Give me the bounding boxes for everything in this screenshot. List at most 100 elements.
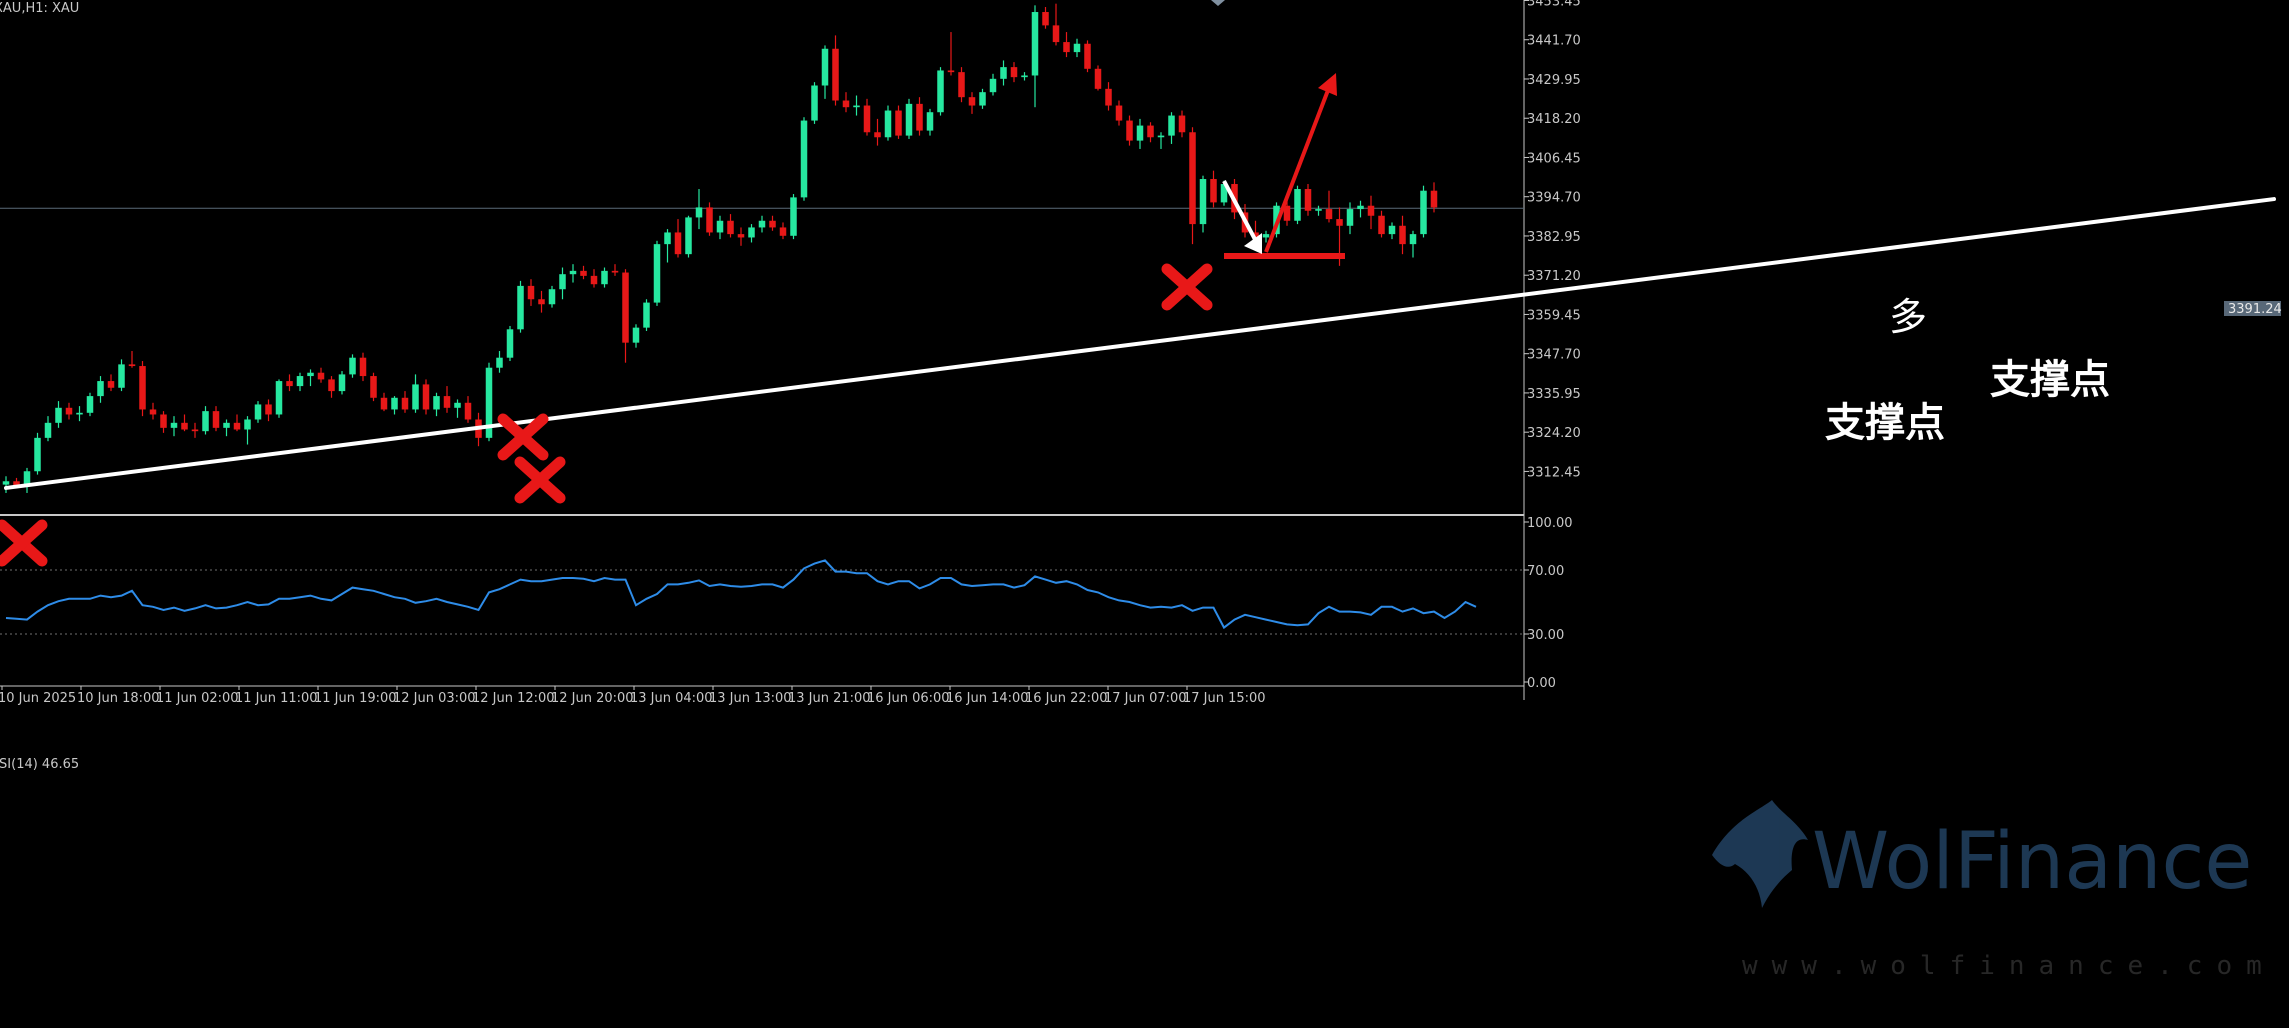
candle-down — [895, 110, 902, 136]
candle-down — [947, 70, 955, 73]
candle-up — [254, 404, 262, 420]
time-tick-label: 11 Jun 19:00 — [314, 691, 397, 706]
candle-down — [1126, 120, 1133, 141]
candle-down — [622, 272, 629, 343]
candle-down — [590, 275, 598, 285]
candle-down — [65, 407, 73, 415]
candle-up — [349, 357, 356, 375]
pullback-arrow — [1222, 180, 1260, 246]
candle-up — [1220, 184, 1228, 203]
time-tick-label: 11 Jun 02:00 — [156, 691, 239, 706]
candle-down — [1105, 88, 1112, 106]
candle-up — [748, 227, 755, 238]
candle-up — [412, 384, 419, 410]
candle-up — [1168, 115, 1175, 136]
price-tick-label: 3394.70 — [1527, 191, 1581, 206]
long-arrow — [1264, 84, 1332, 253]
watermark-brand: WolFinance — [1812, 817, 2252, 907]
long-label: 多 — [1889, 295, 1927, 339]
price-tick-label: 3382.95 — [1527, 230, 1581, 245]
current-price-tag — [2224, 301, 2281, 316]
price-tick-label: 3406.45 — [1527, 151, 1581, 166]
candle-up — [1409, 234, 1417, 245]
price-tick-label: 3441.70 — [1527, 34, 1581, 49]
support-point-label-left: 支撑点 — [1825, 399, 1945, 446]
candle-down — [1325, 209, 1333, 220]
candle-up — [433, 396, 440, 410]
candle-down — [527, 285, 535, 300]
candle-down — [212, 411, 220, 428]
candle-up — [1199, 179, 1207, 225]
time-tick-label: 16 Jun 06:00 — [867, 691, 950, 706]
candle-down — [1147, 125, 1154, 138]
candle-down — [464, 402, 472, 420]
candle-up — [1346, 209, 1354, 226]
wolf-logo-icon — [1712, 800, 1808, 908]
candle-down — [1283, 205, 1291, 221]
support-point-label-right: 支撑点 — [1990, 356, 2110, 403]
watermark-url: www.wolfinance.com — [1742, 951, 2276, 981]
candle-up — [97, 381, 104, 397]
rsi-level-label: 100.00 — [1527, 516, 1573, 531]
time-tick-label: 17 Jun 07:00 — [1104, 691, 1187, 706]
candle-down — [1336, 219, 1343, 226]
time-tick-label: 16 Jun 14:00 — [946, 691, 1029, 706]
candle-up — [758, 220, 766, 228]
candle-down — [128, 364, 136, 367]
candle-up — [1315, 209, 1322, 211]
candle-down — [380, 397, 388, 410]
candle-up — [1000, 67, 1007, 79]
candle-down — [160, 414, 167, 428]
candle-up — [821, 48, 829, 86]
candle-up — [569, 270, 577, 275]
price-tick-label: 3324.20 — [1527, 426, 1581, 441]
candle-down — [1010, 67, 1018, 78]
candle-up — [632, 327, 640, 343]
red-x-mark — [497, 413, 549, 461]
candles-layer — [2, 3, 1438, 493]
time-tick-label: 13 Jun 04:00 — [630, 691, 713, 706]
candle-up — [685, 217, 692, 255]
price-tick-label: 3359.45 — [1527, 308, 1581, 323]
candle-down — [107, 381, 115, 388]
candle-down — [370, 376, 377, 398]
candle-up — [296, 376, 304, 387]
candle-down — [863, 105, 871, 133]
price-tick-label: 3453.45 — [1527, 0, 1581, 9]
candle-up — [989, 78, 997, 93]
candle-up — [1357, 205, 1364, 210]
candle-up — [1021, 75, 1028, 78]
rsi-panel: 100.00 70.00 30.00 0.00 — [0, 516, 1573, 691]
candle-down — [359, 357, 367, 377]
candle-up — [34, 437, 41, 472]
candle-down — [139, 366, 146, 410]
candle-up — [716, 220, 724, 233]
pullback-arrow-head — [1244, 233, 1262, 254]
candle-up — [496, 357, 503, 368]
top-marker — [1211, 0, 1225, 6]
candle-down — [769, 220, 776, 228]
candle-up — [23, 471, 31, 487]
candle-up — [223, 422, 230, 428]
candle-up — [884, 110, 892, 138]
candle-up — [937, 70, 944, 113]
current-price-label: 3391.24 — [2228, 302, 2282, 317]
price-axis: 3453.45 3441.70 3429.95 3418.20 3406.45 3394.… — [1524, 0, 1581, 480]
candle-down — [958, 72, 965, 98]
candle-up — [338, 374, 346, 392]
candle-up — [800, 120, 808, 198]
candle-down — [1210, 179, 1217, 203]
candle-down — [1115, 105, 1123, 121]
candle-down — [1063, 42, 1070, 53]
candle-down — [737, 234, 745, 238]
candle-up — [170, 422, 178, 428]
candle-down — [13, 481, 20, 487]
candle-down — [1430, 190, 1438, 208]
candle-up — [485, 367, 493, 438]
annotations-layer — [0, 0, 2276, 567]
candle-down — [611, 270, 619, 273]
candle-up — [275, 381, 283, 415]
candle-down — [779, 227, 787, 236]
time-tick-label: 17 Jun 15:00 — [1183, 691, 1266, 706]
